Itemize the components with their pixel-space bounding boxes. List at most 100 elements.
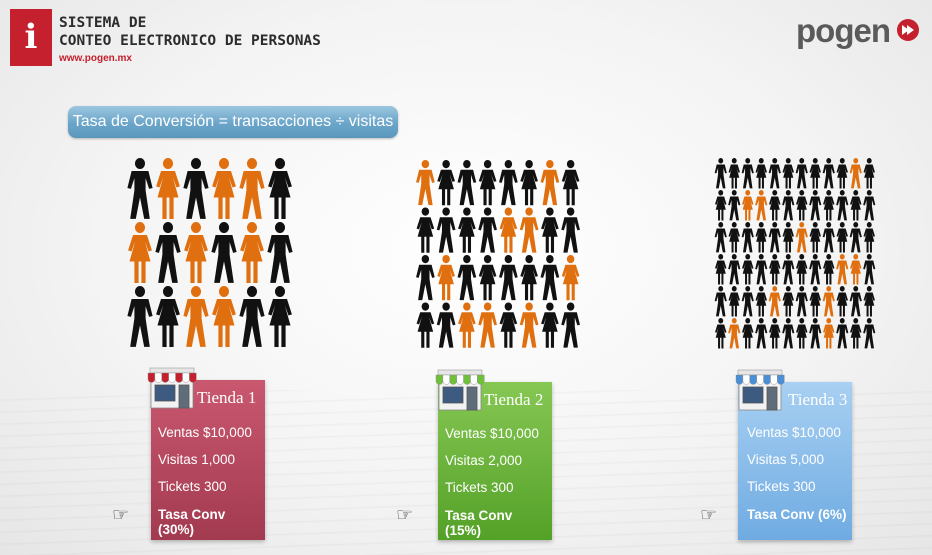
info-logo-icon: i <box>10 9 52 66</box>
title-line-2: CONTEO ELECTRONICO DE PERSONAS <box>59 33 321 49</box>
person-icon <box>782 318 795 349</box>
store-conversion: Tasa Conv (30%) <box>158 507 226 537</box>
person-icon <box>155 222 181 283</box>
person-icon <box>457 255 477 301</box>
person-converted-icon <box>728 318 741 349</box>
person-icon <box>416 255 435 301</box>
person-icon <box>499 160 518 206</box>
person-icon <box>458 207 476 253</box>
website-link[interactable]: www.pogen.mx <box>59 53 132 64</box>
person-icon <box>478 255 497 301</box>
person-icon <box>796 190 808 221</box>
person-icon <box>822 222 835 253</box>
person-icon <box>782 222 794 253</box>
person-icon <box>755 254 768 285</box>
store-visitas: Visitas 2,000 <box>445 453 523 468</box>
store-door <box>466 386 478 411</box>
store-door <box>766 386 778 411</box>
person-converted-icon <box>519 207 539 253</box>
person-icon <box>849 222 862 253</box>
person-icon <box>769 318 781 349</box>
person-icon <box>782 286 794 317</box>
store-window <box>154 384 176 402</box>
person-icon <box>268 286 292 347</box>
store-conversion: Tasa Conv (15%) <box>445 508 513 538</box>
person-icon <box>822 158 835 189</box>
person-icon <box>836 286 848 317</box>
store-name: Tienda 2 <box>484 390 544 409</box>
store-ventas: Ventas $10,000 <box>747 425 841 440</box>
person-converted-icon <box>755 190 768 221</box>
person-converted-icon <box>768 286 781 317</box>
person-icon <box>863 190 876 221</box>
person-icon <box>809 254 822 285</box>
awning-stripe <box>435 374 444 385</box>
person-icon <box>416 207 435 253</box>
person-icon <box>755 222 767 253</box>
awning-stripe <box>175 372 183 383</box>
person-icon <box>809 222 821 253</box>
person-icon <box>809 190 822 221</box>
store-window <box>442 386 464 404</box>
person-converted-icon <box>458 302 476 348</box>
person-converted-icon <box>184 222 208 283</box>
person-icon <box>863 318 876 349</box>
store-window <box>742 386 764 404</box>
person-icon <box>795 158 808 189</box>
store-roof <box>149 367 195 374</box>
person-icon <box>863 158 875 189</box>
person-icon <box>809 286 821 317</box>
person-converted-icon <box>156 158 180 219</box>
person-icon <box>183 158 209 219</box>
person-icon <box>769 254 781 285</box>
person-icon <box>416 302 435 348</box>
person-icon <box>561 160 580 206</box>
person-icon <box>267 222 293 283</box>
person-icon <box>715 254 727 285</box>
person-icon <box>540 255 560 301</box>
awning-stripe <box>742 374 750 385</box>
person-icon <box>437 160 455 206</box>
crowd-tienda-1 <box>127 158 293 347</box>
store-roof <box>737 369 783 376</box>
person-icon <box>728 222 740 253</box>
conversion-formula-banner: Tasa de Conversión = transacciones ÷ vis… <box>68 106 398 138</box>
person-icon <box>850 190 862 221</box>
store-tickets: Tickets 300 <box>158 479 227 494</box>
person-converted-icon <box>823 318 835 349</box>
person-icon <box>755 158 767 189</box>
person-icon <box>836 158 848 189</box>
awning-stripe <box>763 374 771 385</box>
person-icon <box>436 302 456 348</box>
person-icon <box>520 160 538 206</box>
person-converted-icon <box>239 158 265 219</box>
crowd-tienda-2 <box>416 160 580 348</box>
person-icon <box>728 190 741 221</box>
awning-stripe <box>161 372 169 383</box>
person-icon <box>849 286 862 317</box>
person-converted-icon <box>128 222 152 283</box>
person-icon <box>850 318 862 349</box>
awning-stripe <box>770 374 778 385</box>
awning-stripe <box>777 374 785 385</box>
person-icon <box>714 286 727 317</box>
awning-stripe <box>154 372 162 383</box>
person-converted-icon <box>822 286 835 317</box>
person-icon <box>782 254 795 285</box>
person-converted-icon <box>849 158 862 189</box>
person-icon <box>715 190 727 221</box>
awning-stripe <box>449 374 457 385</box>
person-converted-icon <box>850 254 862 285</box>
person-converted-icon <box>519 302 539 348</box>
person-icon <box>768 222 781 253</box>
person-converted-icon <box>795 222 808 253</box>
store-ventas: Ventas $10,000 <box>445 426 539 441</box>
person-converted-icon <box>836 254 849 285</box>
person-icon <box>742 254 754 285</box>
title-line-1: SISTEMA DE <box>59 15 147 31</box>
person-icon <box>769 190 781 221</box>
person-icon <box>499 255 518 301</box>
person-icon <box>796 254 808 285</box>
person-icon <box>863 254 876 285</box>
person-icon <box>836 190 849 221</box>
